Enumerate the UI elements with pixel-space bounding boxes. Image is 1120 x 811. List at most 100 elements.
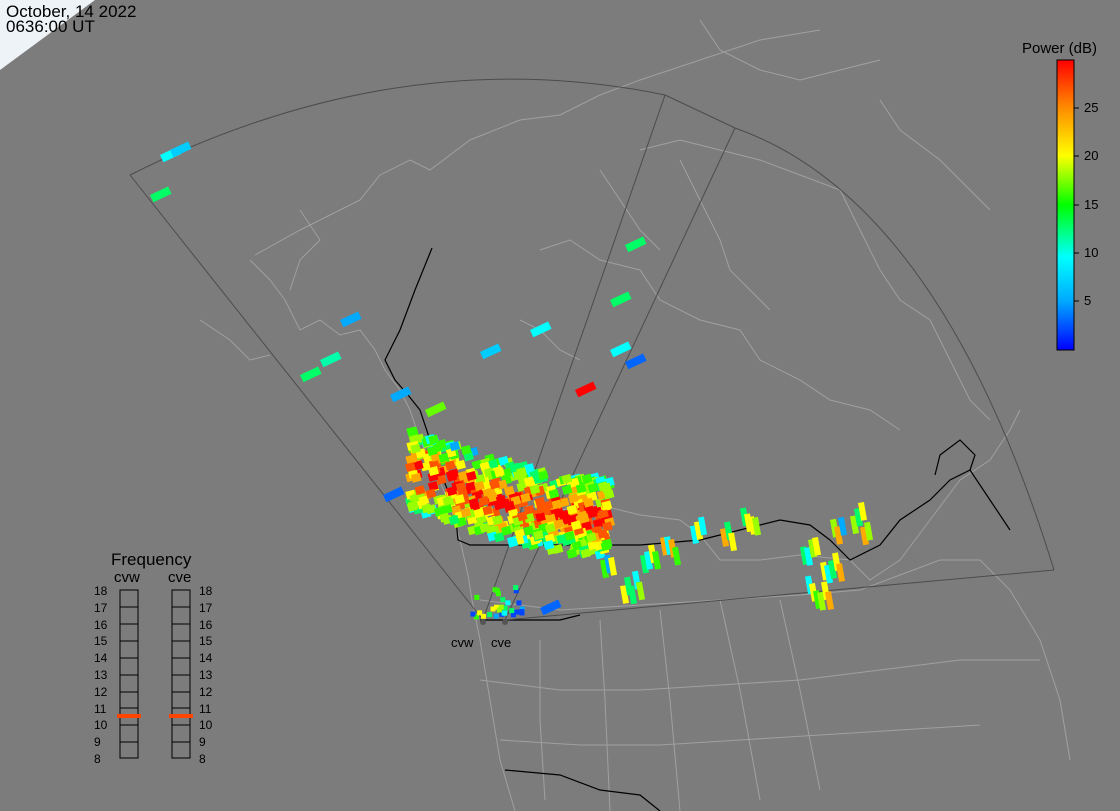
echo-cell <box>441 504 453 515</box>
echo-cell <box>514 609 520 615</box>
echo-cell <box>812 537 822 556</box>
echo-cell <box>446 486 458 497</box>
echo-cell <box>170 141 192 158</box>
echo-cell <box>496 607 502 613</box>
echo-cell <box>834 525 844 545</box>
radar-label-cve: cve <box>491 635 512 650</box>
echo-cell <box>608 557 618 576</box>
echo-cell <box>585 532 597 543</box>
echo-cell <box>438 452 450 463</box>
echo-cell <box>597 528 609 539</box>
echo-cell <box>516 511 528 522</box>
echo-cell <box>460 444 472 456</box>
echo-cell <box>509 608 515 614</box>
echo-cell <box>570 520 582 531</box>
freq-tick-right: 9 <box>199 735 206 750</box>
echo-cell <box>406 501 418 512</box>
echo-cell <box>553 519 565 530</box>
echo-cell <box>439 512 450 523</box>
echo-cell <box>523 476 535 487</box>
echo-cell <box>828 560 838 579</box>
echo-cell <box>477 610 483 616</box>
echo-cell <box>850 515 860 535</box>
echo-cell <box>523 504 535 516</box>
echo-cell <box>575 483 587 494</box>
radar-label-cvw: cvw <box>451 635 474 650</box>
echo-cell <box>487 612 493 618</box>
freq-tick-right: 18 <box>199 584 213 598</box>
echo-cell <box>566 504 578 515</box>
echo-cell <box>864 521 874 541</box>
echo-cell <box>454 494 465 505</box>
echo-cell <box>510 612 516 618</box>
echo-cell <box>603 489 615 500</box>
echo-cell <box>817 591 827 611</box>
echo-cell <box>501 467 512 478</box>
echo-cell <box>418 495 430 506</box>
echo-cell <box>455 459 466 470</box>
echo-cell <box>581 473 593 484</box>
echo-cell <box>495 591 501 597</box>
echo-cell <box>456 516 467 527</box>
echo-cell <box>471 459 483 470</box>
echo-cell <box>523 463 535 474</box>
echo-cell <box>504 500 516 511</box>
freq-tick-right: 14 <box>199 651 213 666</box>
echo-cell <box>624 353 647 370</box>
echo-cell <box>500 597 506 603</box>
frequency-marker-cvw <box>117 714 141 718</box>
echo-cell <box>836 563 846 582</box>
echo-cell <box>561 484 573 495</box>
echo-cell <box>405 454 417 465</box>
echo-cell <box>752 516 762 536</box>
echo-cell <box>644 550 654 570</box>
echo-cell <box>410 472 422 483</box>
echo-cell <box>672 546 682 566</box>
echo-cell <box>694 521 704 540</box>
echo-cell <box>494 604 500 610</box>
echo-cell <box>149 186 172 203</box>
freq-tick-left: 10 <box>94 718 108 733</box>
echo-cell <box>575 381 597 398</box>
frequency-bar-cvw <box>119 589 139 759</box>
echo-cell <box>494 467 505 478</box>
echo-cell <box>529 484 541 495</box>
echo-cell <box>414 485 426 496</box>
echo-cell <box>421 503 433 514</box>
echo-cell <box>624 236 647 253</box>
echo-cell <box>543 539 555 551</box>
echo-cell <box>698 516 708 536</box>
echo-cell <box>427 481 439 492</box>
echo-cell <box>465 481 477 492</box>
date-label: October, 14 2022 <box>6 2 137 21</box>
colorbar-tick: 25 <box>1084 100 1099 115</box>
echo-cell <box>505 600 511 606</box>
echo-cell <box>383 486 405 503</box>
echo-cell <box>390 386 412 403</box>
freq-tick-right: 11 <box>199 701 212 716</box>
echo-cell <box>620 585 630 604</box>
echo-cell <box>598 508 609 519</box>
colorbar <box>1056 59 1075 351</box>
echo-cell <box>854 507 864 527</box>
echo-cell <box>507 537 519 548</box>
frequency-title: Frequency <box>111 550 192 569</box>
echo-cell <box>428 434 439 445</box>
freq-tick-left: 18 <box>94 584 108 598</box>
colorbar-tick: 5 <box>1084 293 1092 308</box>
echo-cell <box>860 526 870 546</box>
echo-cell <box>449 441 461 452</box>
echo-cell <box>493 613 499 619</box>
echo-cell <box>517 609 523 615</box>
echo-cell <box>548 488 560 499</box>
echo-cell <box>436 474 447 485</box>
echo-cell <box>340 311 362 328</box>
freq-tick-right: 12 <box>199 684 213 699</box>
echo-cell <box>490 606 496 612</box>
echo-cell <box>561 473 573 484</box>
echo-cells <box>149 141 874 620</box>
freq-tick-right: 13 <box>199 668 213 682</box>
echo-cell <box>600 482 612 493</box>
echo-cell <box>320 351 342 368</box>
